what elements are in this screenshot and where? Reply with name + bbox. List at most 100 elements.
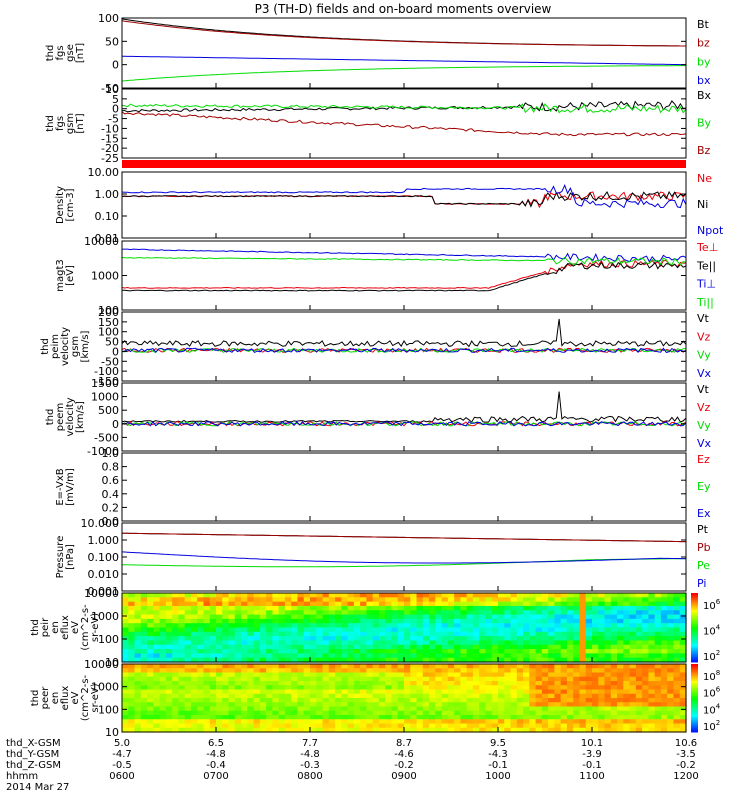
heatmap-cell [159,710,167,716]
heatmap-cell [222,698,230,703]
heatmap-cell [328,715,336,720]
heatmap-cell [203,657,211,663]
heatmap-cell [667,664,675,669]
heatmap-cell [291,702,299,708]
heatmap-cell [159,623,167,629]
y-axis-label: magt3[eV] [55,259,76,292]
heatmap-cell [190,664,198,669]
heatmap-cell [560,676,568,682]
heatmap-cell [610,698,618,703]
heatmap-cell [529,664,537,669]
heatmap-cell [429,593,436,598]
heatmap-cell [297,706,305,712]
heatmap-cell [259,593,267,598]
y-axis-label-line: magt3 [55,259,66,292]
heatmap-cell [316,610,324,616]
heatmap-cell [310,623,317,629]
heatmap-cell [491,623,499,629]
heatmap-cell [328,618,336,624]
heatmap-cell [529,610,537,616]
colorbar-segment [691,613,698,616]
heatmap-cell [203,727,211,733]
heatmap-cell [548,719,555,725]
heatmap-cell [353,601,361,607]
heatmap-cell [259,631,267,637]
heatmap-cell [523,706,530,712]
heatmap-cell [234,593,242,598]
heatmap-cell [203,649,211,654]
heatmap-cell [247,681,255,686]
heatmap-cell [498,614,505,620]
heatmap-cell [592,653,599,659]
heatmap-cell [241,723,248,729]
heatmap-cell [592,657,599,663]
heatmap-cell [429,685,436,691]
heatmap-cell [579,664,587,669]
heatmap-cell [134,676,142,682]
heatmap-cell [228,727,236,733]
heatmap-cell [667,593,675,598]
heatmap-cell [485,727,493,733]
heatmap-cell [366,664,374,669]
heatmap-cell [548,727,555,733]
heatmap-cell [253,668,261,674]
heatmap-cell [573,676,581,682]
heatmap-cell [266,727,273,733]
heatmap-cell [184,627,192,633]
heatmap-cell [629,649,637,654]
heatmap-cell [366,644,374,650]
heatmap-cell [529,702,537,708]
heatmap-cell [610,710,618,716]
heatmap-cell [341,601,349,607]
heatmap-cell [560,702,568,708]
heatmap-cell [391,719,399,725]
heatmap-cell [366,627,374,633]
heatmap-cell [259,623,267,629]
heatmap-cell [385,653,393,659]
heatmap-cell [153,723,161,729]
heatmap-cell [460,715,468,720]
heatmap-cell [165,627,173,633]
heatmap-cell [360,640,367,646]
heatmap-cell [122,719,129,725]
heatmap-cell [447,657,455,663]
heatmap-cell [322,710,330,716]
heatmap-cell [642,657,649,663]
heatmap-cell [573,657,581,663]
colorbar-segment [691,684,698,687]
heatmap-cell [573,627,581,633]
heatmap-cell [416,636,424,642]
heatmap-cell [347,605,355,611]
heatmap-cell [165,693,173,699]
heatmap-cell [510,610,518,616]
heatmap-cell [372,698,380,703]
heatmap-cell [209,614,217,620]
heatmap-cell [378,689,386,695]
heatmap-cell [140,597,148,603]
heatmap-cell [404,614,411,620]
heatmap-cell [197,640,205,646]
heatmap-cell [209,623,217,629]
heatmap-cell [592,723,599,729]
heatmap-cell [447,727,455,733]
heatmap-cell [472,689,480,695]
heatmap-cell [278,702,286,708]
heatmap-cell [228,681,236,686]
heatmap-cell [479,702,487,708]
heatmap-cell [328,727,336,733]
heatmap-cell [648,685,656,691]
heatmap-cell [642,702,649,708]
heatmap-cell [585,631,593,637]
heatmap-cell [548,672,555,678]
y-axis-label-line: gsm [65,113,76,134]
heatmap-cell [604,605,612,611]
heatmap-cell [629,710,637,716]
heatmap-cell [234,614,242,620]
heatmap-cell [178,636,186,642]
heatmap-cell [441,601,449,607]
heatmap-cell [328,723,336,729]
heatmap-cell [441,640,449,646]
heatmap-cell [447,664,455,669]
heatmap-cell [466,668,474,674]
